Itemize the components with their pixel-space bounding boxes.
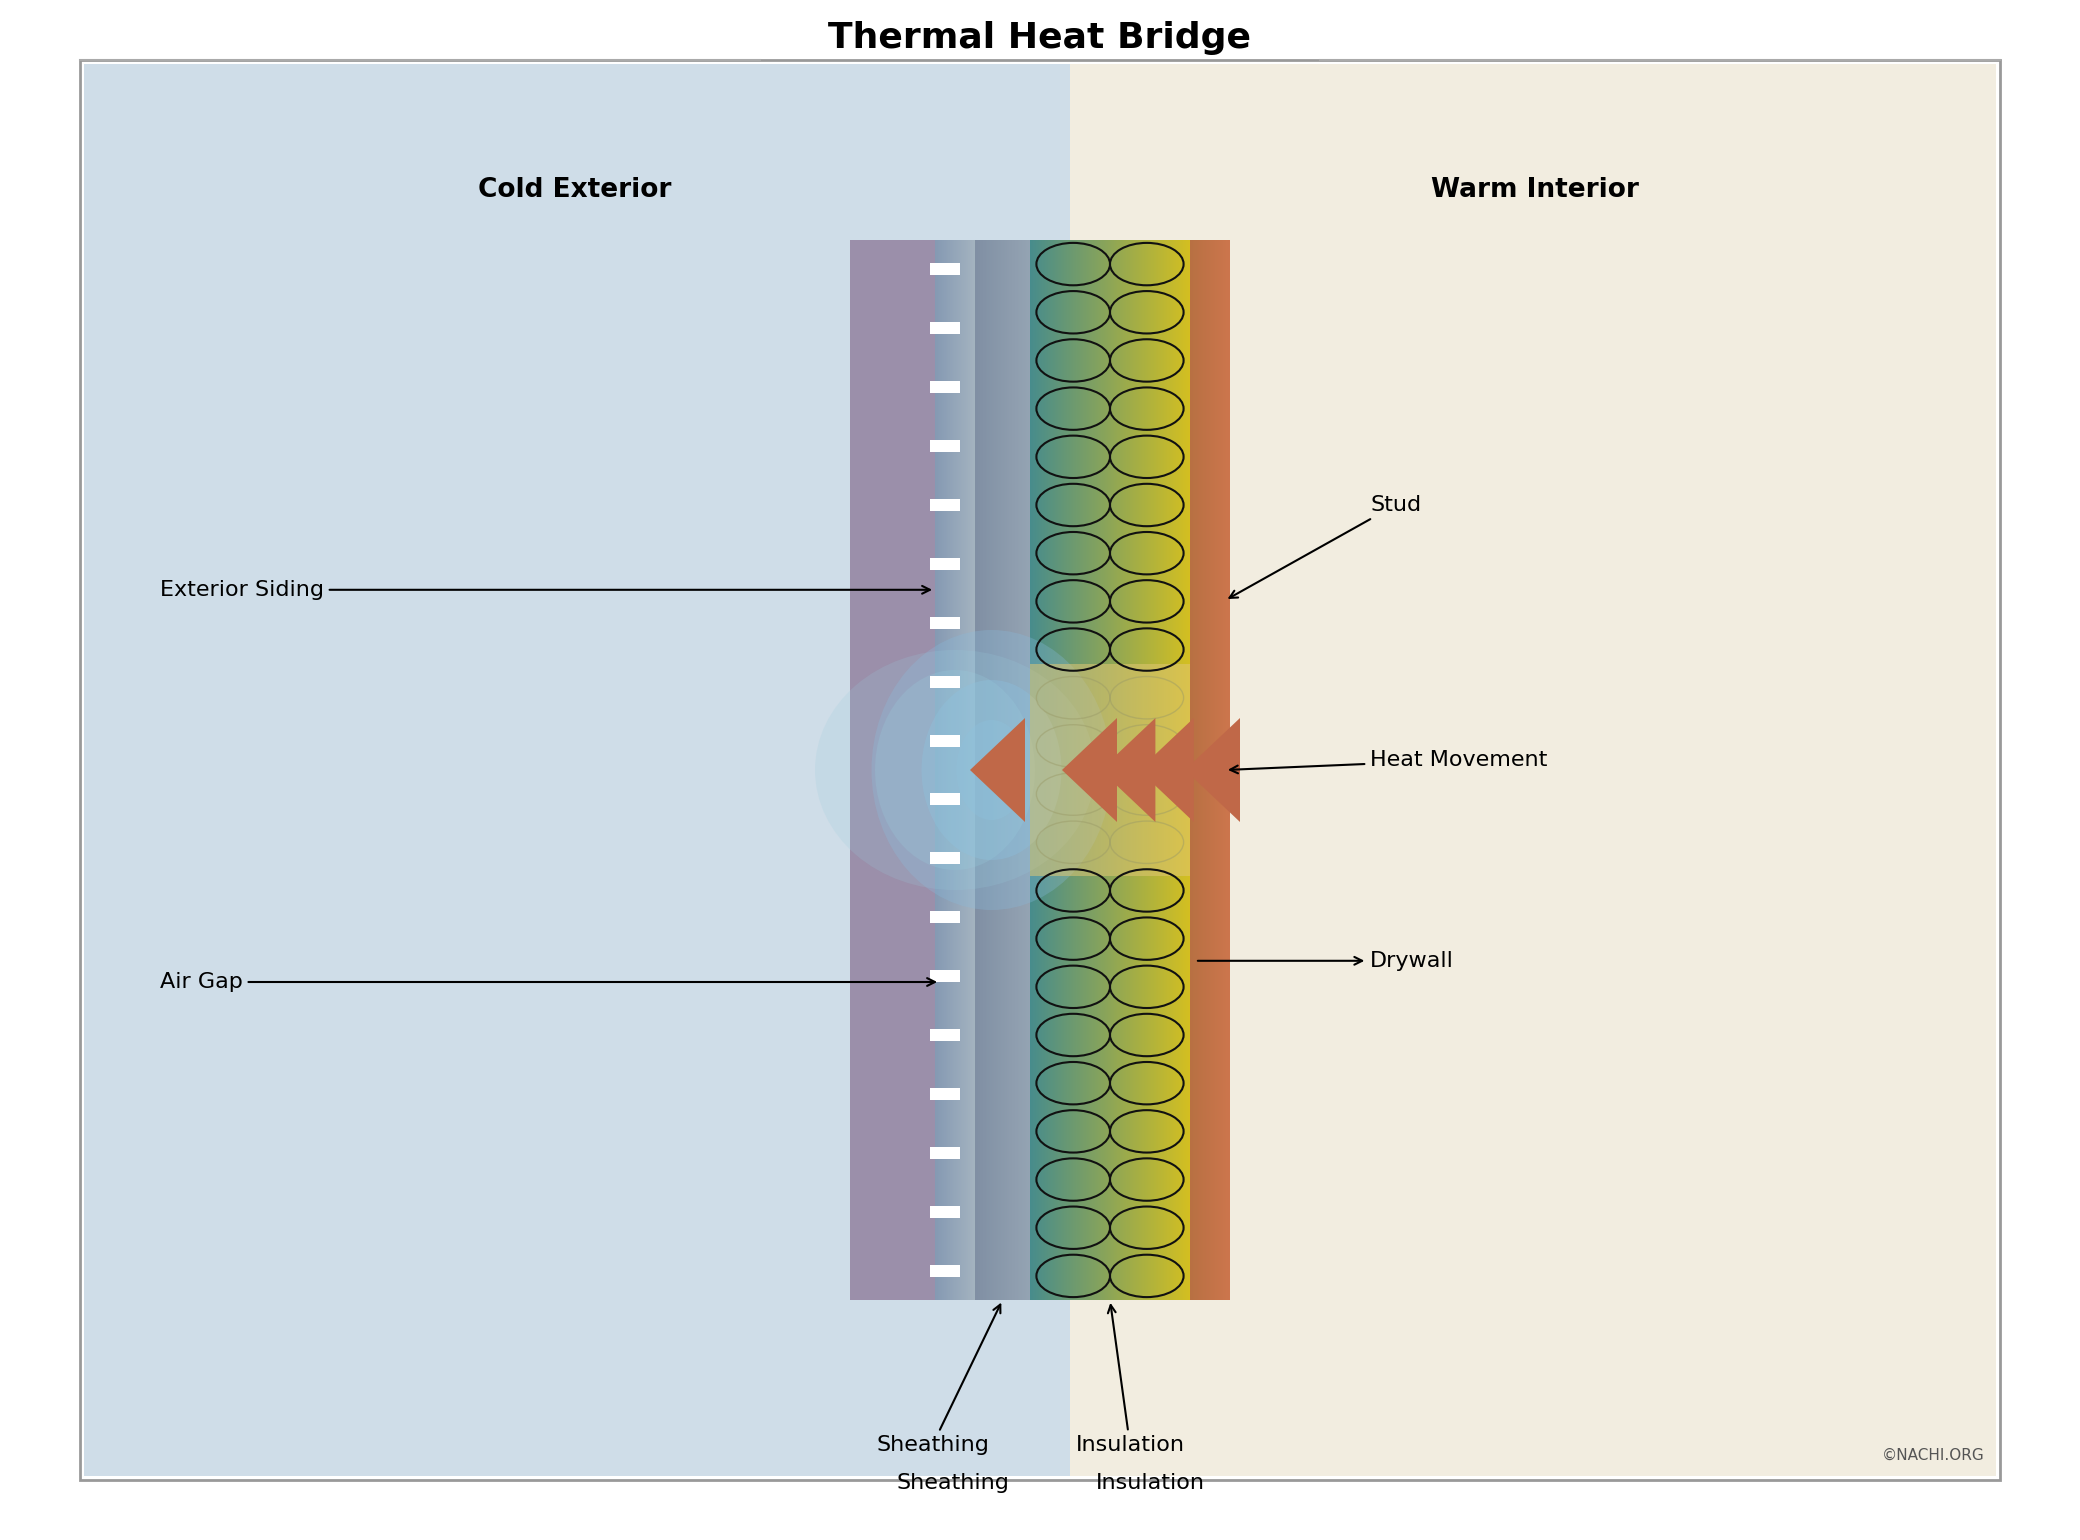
Bar — [930, 263, 961, 276]
Polygon shape — [969, 718, 1025, 822]
Text: Drywall: Drywall — [1198, 950, 1454, 970]
Bar — [930, 499, 961, 511]
Text: Thermal Heat Bridge: Thermal Heat Bridge — [828, 22, 1252, 55]
Bar — [930, 557, 961, 570]
Text: ©NACHI.ORG: ©NACHI.ORG — [1882, 1448, 1984, 1463]
Bar — [930, 1206, 961, 1218]
Bar — [930, 970, 961, 983]
Text: Insulation: Insulation — [1075, 1304, 1184, 1455]
Bar — [930, 618, 961, 628]
Text: Heat Movement: Heat Movement — [1229, 750, 1548, 773]
Bar — [930, 1029, 961, 1041]
Text: Stud: Stud — [1229, 494, 1421, 598]
Bar — [930, 382, 961, 393]
Text: Sheathing: Sheathing — [876, 1304, 1000, 1455]
Polygon shape — [1186, 718, 1240, 822]
Text: Air Gap: Air Gap — [160, 972, 934, 992]
Bar — [930, 793, 961, 805]
Text: Warm Interior: Warm Interior — [1431, 177, 1639, 203]
Bar — [930, 852, 961, 864]
Ellipse shape — [815, 650, 1094, 890]
Bar — [930, 322, 961, 334]
Ellipse shape — [876, 670, 1036, 870]
Bar — [930, 735, 961, 747]
Text: Cold Exterior: Cold Exterior — [478, 177, 672, 203]
Polygon shape — [1100, 718, 1154, 822]
Ellipse shape — [957, 721, 1028, 819]
Bar — [1069, 65, 1997, 1475]
Text: Sheathing: Sheathing — [896, 1472, 1009, 1492]
Ellipse shape — [921, 681, 1061, 859]
Bar — [83, 65, 1069, 1475]
Bar — [930, 1264, 961, 1277]
Bar — [851, 240, 936, 1300]
Bar — [930, 912, 961, 922]
Bar — [930, 676, 961, 688]
Bar — [930, 1147, 961, 1158]
Bar — [930, 440, 961, 453]
Text: Insulation: Insulation — [1096, 1472, 1204, 1492]
Bar — [930, 1087, 961, 1100]
Text: Exterior Siding: Exterior Siding — [160, 579, 930, 599]
Polygon shape — [1138, 718, 1194, 822]
Ellipse shape — [872, 630, 1111, 910]
Polygon shape — [1063, 718, 1117, 822]
